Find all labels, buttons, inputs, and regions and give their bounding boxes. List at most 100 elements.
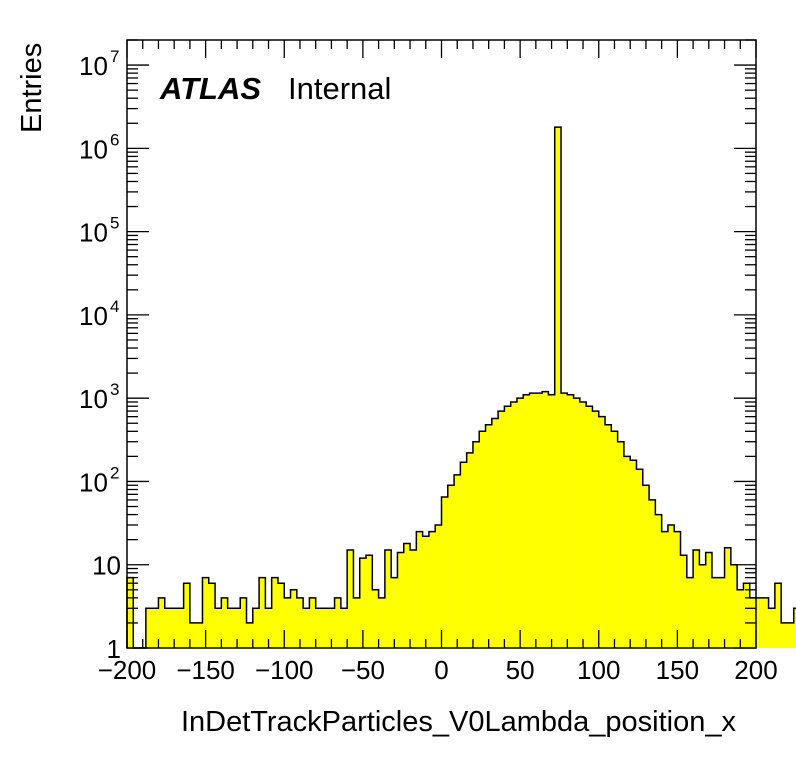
atlas-label: ATLAS	[159, 71, 261, 106]
histogram-bar	[391, 577, 398, 648]
y-tick-label: 10	[79, 301, 108, 331]
y-tick-label: 10	[79, 218, 108, 248]
histogram-bar	[724, 547, 732, 648]
x-tick-label: −150	[176, 655, 235, 685]
histogram-bar	[592, 411, 600, 648]
histogram-bar	[454, 474, 461, 648]
histogram-bar	[202, 577, 210, 648]
histogram-bar	[271, 577, 279, 648]
histogram-bar	[384, 550, 392, 648]
x-tick-label: 200	[734, 655, 777, 685]
histogram-bar	[328, 608, 335, 648]
y-axis-title: Entries	[16, 43, 48, 133]
histogram-bar	[441, 497, 449, 648]
histogram-bar	[378, 597, 386, 648]
histogram-bar	[730, 564, 738, 648]
histogram-bar	[711, 577, 719, 648]
histogram-bar	[781, 622, 788, 648]
histogram-bar	[529, 393, 537, 648]
histogram-bar	[460, 462, 467, 648]
x-axis-title: InDetTrackParticles_V0Lambda_position_x	[181, 706, 737, 738]
histogram-bar	[586, 406, 593, 648]
histogram-bar	[598, 416, 606, 648]
histogram-bar	[630, 460, 637, 648]
histogram-bar	[303, 608, 310, 648]
x-tick-label: −50	[341, 655, 385, 685]
histogram-bar	[158, 597, 166, 648]
histogram-bar	[340, 608, 348, 648]
histogram-bar	[290, 589, 298, 648]
histogram-bar	[793, 608, 796, 648]
histogram-bar	[567, 394, 574, 648]
y-tick-exponent: 5	[110, 214, 119, 233]
histogram-bar	[321, 608, 329, 648]
histogram-bar	[491, 418, 499, 648]
histogram-bar	[611, 431, 618, 648]
histogram-outline	[126, 126, 796, 649]
y-tick-label: 10	[79, 467, 108, 497]
histogram-bar	[189, 622, 197, 648]
y-tick-label: 1	[107, 634, 121, 664]
histogram-bar	[315, 608, 323, 648]
y-tick-label: 10	[79, 134, 108, 164]
histogram-bar	[561, 393, 568, 648]
histogram-bar	[516, 398, 524, 648]
histogram-bar	[542, 391, 549, 648]
y-tick-exponent: 4	[110, 297, 119, 316]
histogram-bar	[372, 589, 379, 648]
histogram-bar	[233, 608, 241, 648]
histogram-bar	[774, 583, 782, 648]
histogram-bar	[196, 622, 203, 648]
histogram-bar	[410, 550, 417, 648]
histogram-bar	[504, 406, 511, 648]
histogram-bar	[642, 485, 650, 648]
histogram-bar	[127, 577, 134, 648]
histogram-bar	[554, 127, 562, 648]
histogram-bar	[705, 552, 713, 648]
histogram-bar	[655, 514, 662, 648]
histogram-bar	[579, 401, 587, 648]
x-tick-label: 150	[656, 655, 699, 685]
histogram-bars	[127, 127, 796, 648]
histogram-bar	[498, 411, 505, 648]
histogram-bar	[718, 577, 725, 648]
y-axis-ticks	[127, 39, 756, 649]
histogram-bar	[699, 564, 706, 648]
histogram-bar	[152, 608, 159, 648]
histogram-bar	[485, 424, 493, 648]
histogram-bar	[284, 597, 291, 648]
histogram-bar	[573, 398, 581, 648]
histogram-bar	[215, 608, 222, 648]
x-axis-tick-labels: −200 −150 −100 −50 0 50 100 150 200	[98, 655, 778, 685]
y-tick-exponent: 2	[110, 463, 119, 482]
histogram-bar	[246, 622, 254, 648]
histogram-bar	[259, 577, 266, 648]
histogram-bar	[447, 485, 455, 648]
histogram-bar	[334, 597, 342, 648]
histogram-bar	[510, 401, 518, 648]
x-axis-ticks	[126, 40, 757, 648]
histogram-bar	[762, 597, 769, 648]
histogram-bar	[240, 597, 247, 648]
histogram-bar	[208, 583, 216, 648]
histogram-bar	[428, 531, 436, 648]
histogram-bar	[183, 583, 191, 648]
histogram-bar	[623, 456, 631, 648]
x-tick-label: 50	[506, 655, 535, 685]
status-label: Internal	[288, 71, 391, 106]
histogram-bar	[171, 608, 178, 648]
y-tick-label: 10	[92, 551, 121, 581]
histogram-bar	[737, 589, 744, 648]
histogram-bar	[435, 524, 442, 648]
histogram-bar	[145, 608, 153, 648]
histogram-bar	[686, 577, 694, 648]
x-tick-label: −200	[98, 655, 157, 685]
histogram-bar	[787, 622, 795, 648]
histogram-bar	[661, 531, 669, 648]
histogram-bar	[164, 608, 172, 648]
histogram-bar	[636, 469, 644, 648]
histogram-bar	[535, 393, 543, 648]
y-tick-exponent: 7	[110, 47, 119, 66]
